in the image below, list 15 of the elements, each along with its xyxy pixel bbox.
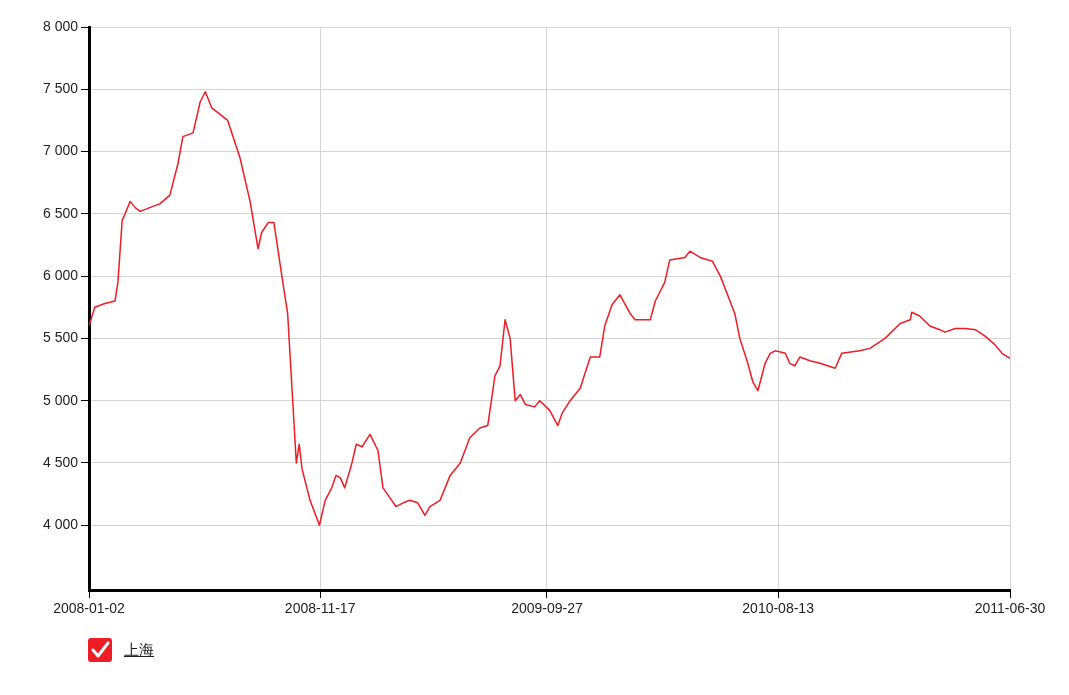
y-tick-label: 5 500 bbox=[42, 329, 79, 346]
y-tick-label: 7 500 bbox=[42, 80, 79, 97]
x-tick-label: 2008-01-02 bbox=[53, 600, 126, 617]
y-tick-label: 4 000 bbox=[42, 516, 79, 533]
y-tick-label: 4 500 bbox=[42, 453, 79, 470]
x-tick-label: 2008-11-17 bbox=[284, 600, 356, 617]
x-tick-label: 2009-09-27 bbox=[511, 600, 583, 617]
x-tick-label: 2011-06-30 bbox=[974, 600, 1046, 617]
y-tick-label: 8 000 bbox=[42, 17, 79, 34]
x-tick-label: 2010-08-13 bbox=[742, 600, 815, 617]
y-tick-label: 5 000 bbox=[42, 391, 79, 408]
y-tick-label: 7 000 bbox=[42, 142, 79, 159]
y-tick-label: 6 000 bbox=[42, 266, 79, 283]
y-tick-label: 6 500 bbox=[42, 204, 79, 221]
legend-label: 上海 bbox=[124, 640, 154, 660]
